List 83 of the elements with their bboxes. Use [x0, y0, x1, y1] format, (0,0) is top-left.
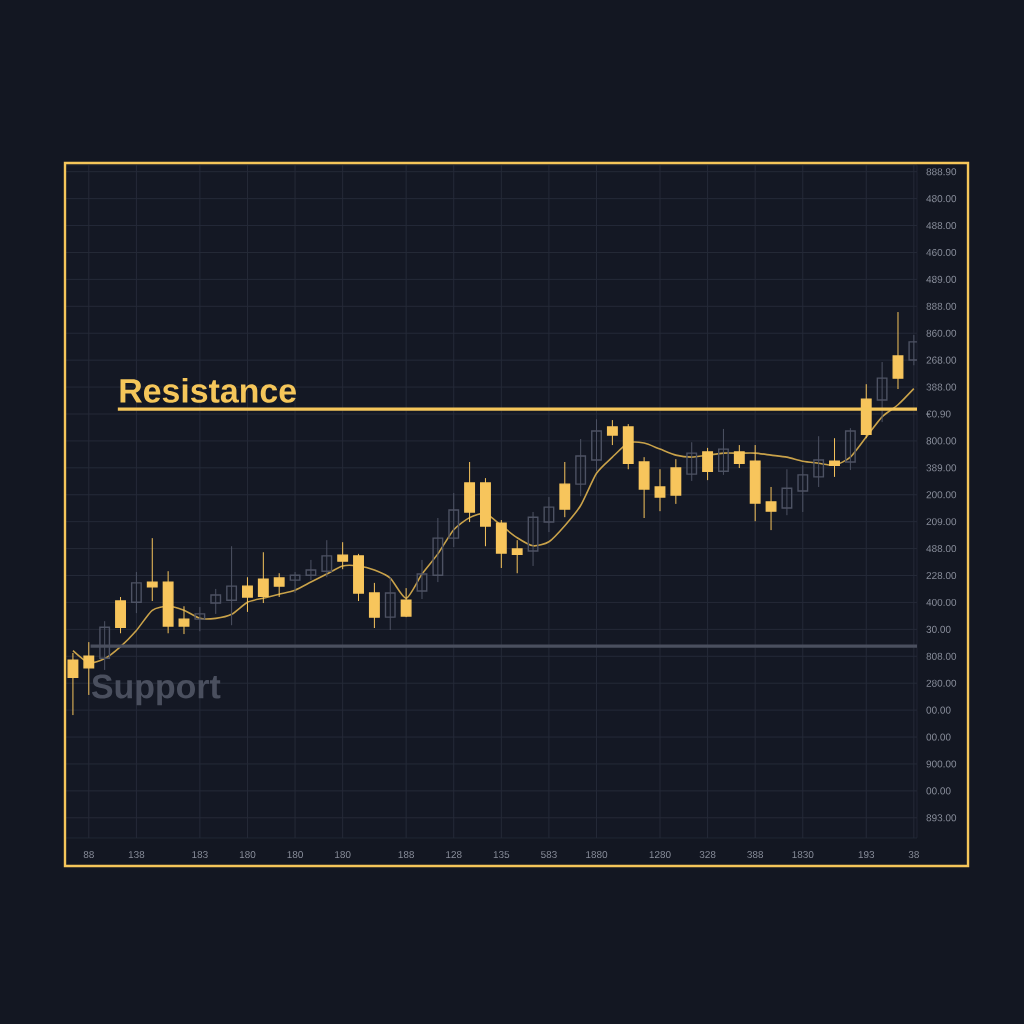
- x-tick-label: 180: [335, 851, 351, 859]
- candlestick: [876, 361, 888, 423]
- text: 00.00: [926, 706, 951, 714]
- ref-line-label: Support: [91, 674, 221, 706]
- candlestick: [416, 559, 428, 600]
- x-tick-label: 583: [541, 851, 557, 859]
- text: 388.00: [926, 383, 957, 391]
- candlestick: [130, 571, 142, 614]
- candlestick: [543, 496, 555, 533]
- candlestick: [765, 486, 777, 531]
- candlestick: [337, 541, 349, 570]
- text: 900.00: [926, 760, 957, 768]
- x-tick-label: 180: [239, 851, 256, 859]
- x-tick-label: 88: [83, 851, 94, 859]
- text: 389.00: [926, 464, 957, 472]
- text: 268.00: [926, 356, 957, 364]
- text: 489.00: [926, 275, 957, 283]
- x-tick-label: 1880: [586, 851, 608, 859]
- candlestick: [829, 437, 840, 478]
- candlestick: [384, 576, 396, 631]
- text: 228.00: [926, 571, 957, 580]
- candlestick: [813, 435, 825, 488]
- x-tick-label: 193: [858, 851, 875, 859]
- text: 200.00: [926, 491, 957, 499]
- text: 480.00: [926, 195, 957, 203]
- candlestick: [305, 559, 317, 581]
- candlestick: [892, 311, 904, 390]
- text: 488.00: [926, 222, 957, 230]
- x-tick-label: 135: [493, 851, 510, 859]
- candlestick: [575, 438, 587, 497]
- candlestick: [321, 539, 333, 578]
- candlestick: [781, 468, 793, 516]
- text: 800.00: [926, 437, 957, 445]
- x-tick-label: 328: [699, 851, 716, 859]
- x-tick-label: 1280: [649, 851, 671, 859]
- text: 860.00: [926, 329, 957, 337]
- candlestick: [178, 605, 190, 635]
- text: 460.00: [926, 248, 957, 256]
- x-tick-label: 183: [192, 851, 208, 859]
- candlestick: [591, 418, 602, 472]
- candlestick: [289, 571, 301, 594]
- candlestick: [273, 572, 285, 598]
- ref-line-label: Resistance: [120, 377, 296, 403]
- text: 00.00: [926, 787, 951, 795]
- candlestick: [432, 517, 444, 583]
- candlestick: [702, 447, 714, 481]
- candlestick: [797, 464, 809, 513]
- x-tick-label: 138: [128, 851, 145, 859]
- text: 893.00: [926, 814, 957, 822]
- text: €0.90: [926, 410, 951, 418]
- text: 209.00: [926, 518, 957, 526]
- candlestick: [146, 537, 158, 602]
- candlestick: [844, 427, 856, 471]
- candlestick: [226, 545, 238, 626]
- candlestick: [654, 468, 666, 512]
- text: 888.90: [926, 168, 957, 176]
- candlestick: [527, 511, 539, 567]
- candlestick: [257, 551, 269, 604]
- text: 00.00: [926, 733, 951, 741]
- x-tick-label: 38: [908, 851, 919, 859]
- x-tick-label: 1830: [792, 851, 814, 859]
- text: 400.00: [926, 598, 957, 606]
- candlestick: [210, 588, 222, 615]
- candlestick: [717, 428, 729, 476]
- text: 30.00: [926, 625, 951, 633]
- x-tick-label: 128: [446, 851, 462, 859]
- candlestick: [242, 576, 253, 613]
- candlestick: [908, 334, 918, 366]
- candlestick: [511, 539, 523, 574]
- candlestick: [67, 652, 79, 716]
- candlestick: [686, 441, 698, 482]
- x-tick-label: 388: [747, 851, 764, 859]
- candlestick: [448, 492, 460, 548]
- candlestick: [733, 444, 745, 469]
- text: 488.00: [926, 545, 957, 553]
- candlestick: [194, 606, 206, 632]
- x-tick-label: 188: [398, 851, 415, 859]
- x-tick-label: 180: [287, 851, 303, 859]
- candlestick: [606, 419, 618, 446]
- text: 280.00: [926, 679, 957, 687]
- text: 808.00: [926, 652, 957, 660]
- text: 888.00: [926, 302, 957, 310]
- candlestick: [400, 587, 412, 618]
